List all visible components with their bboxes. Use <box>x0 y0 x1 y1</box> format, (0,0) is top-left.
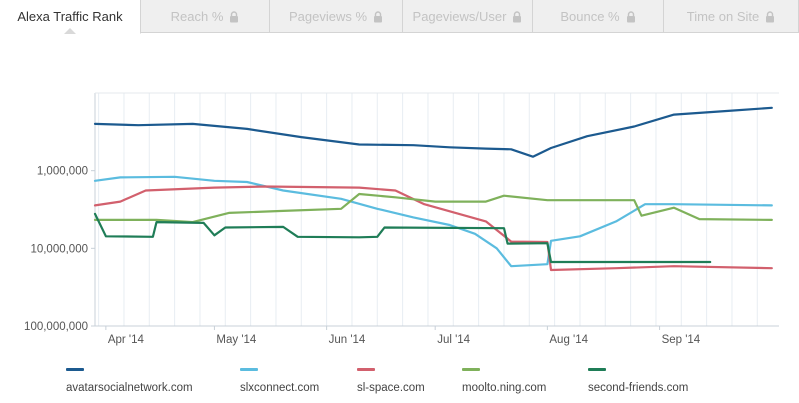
series-line-sl-space-com <box>93 185 773 272</box>
tab-label: Alexa Traffic Rank <box>17 9 123 24</box>
tab-time-on-site[interactable]: Time on Site <box>664 0 799 33</box>
legend-swatch <box>240 368 258 371</box>
series-line-moolto-ning-com <box>93 192 773 224</box>
x-tick-label: May '14 <box>216 334 257 346</box>
legend-swatch <box>588 368 606 371</box>
series-line-slxconnect-com <box>93 175 773 268</box>
tab-label: Bounce % <box>560 9 620 24</box>
lock-icon <box>766 10 775 22</box>
tab-label: Reach % <box>170 9 224 24</box>
x-tick-label: Sep '14 <box>662 334 701 346</box>
x-tick-label: Apr '14 <box>108 334 145 346</box>
legend-label: second-friends.com <box>588 382 689 394</box>
tab-pageviews[interactable]: Pageviews % <box>270 0 403 33</box>
tab-label: Pageviews/User <box>412 9 507 24</box>
legend-label: sl-space.com <box>357 382 425 394</box>
legend-swatch <box>357 368 375 371</box>
y-tick-label: 1,000,000 <box>37 166 88 178</box>
legend-swatch <box>66 368 84 371</box>
x-tick-label: Jun '14 <box>329 334 366 346</box>
legend-label: moolto.ning.com <box>462 382 547 394</box>
tab-label: Time on Site <box>686 9 760 24</box>
legend-swatch <box>462 368 480 371</box>
y-tick-label: 100,000,000 <box>24 321 88 333</box>
lock-icon <box>626 10 635 22</box>
lock-icon <box>374 10 383 22</box>
tab-reach[interactable]: Reach % <box>141 0 270 33</box>
legend-label: avatarsocialnetwork.com <box>66 382 193 394</box>
tab-label: Pageviews % <box>288 9 368 24</box>
tab-bounce[interactable]: Bounce % <box>533 0 664 33</box>
legend-label: slxconnect.com <box>240 382 320 394</box>
series-line-avatarsocialnetwork-com <box>93 106 773 158</box>
lock-icon <box>513 10 522 22</box>
tab-pageviews-user[interactable]: Pageviews/User <box>403 0 533 33</box>
lock-icon <box>230 10 239 22</box>
y-tick-label: 10,000,000 <box>30 243 88 255</box>
x-tick-label: Aug '14 <box>549 334 588 346</box>
series-line-second-friends-com <box>93 212 712 264</box>
x-tick-label: Jul '14 <box>437 334 470 346</box>
tab-alexa-traffic-rank[interactable]: Alexa Traffic Rank <box>0 0 141 34</box>
